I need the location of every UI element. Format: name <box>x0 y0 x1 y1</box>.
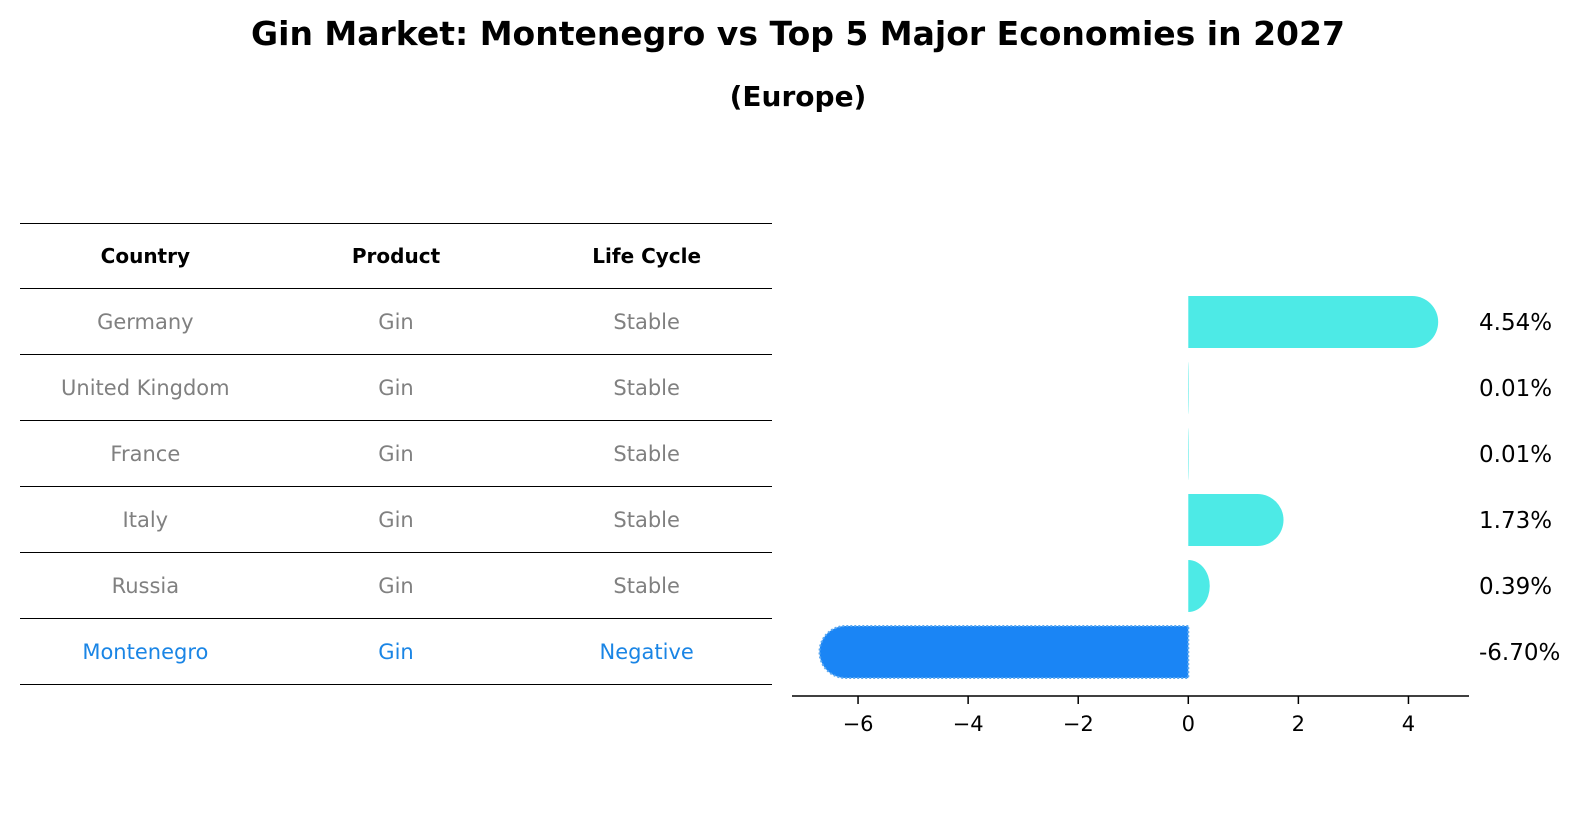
table-row: Germany Gin Stable <box>20 289 772 355</box>
product-cell: Gin <box>378 639 414 664</box>
country-cell: France <box>110 441 181 466</box>
table-row: Russia Gin Stable <box>20 553 772 619</box>
bar <box>818 625 1190 679</box>
country-cell: Russia <box>111 573 180 598</box>
column-header-country: Country <box>100 244 191 268</box>
product-cell: Gin <box>378 441 414 466</box>
bar-value-label: 0.01% <box>1479 376 1552 402</box>
life-cycle-cell: Stable <box>613 309 680 334</box>
chart-subtitle: (Europe) <box>729 80 867 113</box>
country-cell: Germany <box>97 309 194 334</box>
column-header-life-cycle: Life Cycle <box>592 244 702 268</box>
table-row: Italy Gin Stable <box>20 487 772 553</box>
table-row: France Gin Stable <box>20 421 772 487</box>
country-cell: Italy <box>122 507 169 532</box>
life-cycle-cell: Stable <box>613 573 680 598</box>
country-cell: Montenegro <box>82 639 209 664</box>
x-tick-label: 2 <box>1292 712 1305 736</box>
chart-title: Gin Market: Montenegro vs Top 5 Major Ec… <box>251 14 1345 53</box>
x-tick-label: −6 <box>843 712 874 736</box>
table-row: United Kingdom Gin Stable <box>20 355 772 421</box>
comparison-table: Country Product Life Cycle Germany Gin S… <box>20 223 772 685</box>
x-tick-label: −4 <box>953 712 984 736</box>
bar <box>1188 494 1284 546</box>
bar-value-label: 4.54% <box>1479 310 1552 336</box>
x-tick-label: 4 <box>1402 712 1415 736</box>
table-header-row: Country Product Life Cycle <box>20 223 772 289</box>
life-cycle-cell: Negative <box>599 639 694 664</box>
product-cell: Gin <box>378 375 414 400</box>
bar-value-label: 0.01% <box>1479 442 1552 468</box>
bar <box>1188 296 1439 348</box>
country-cell: United Kingdom <box>61 375 230 400</box>
table-row: Montenegro Gin Negative <box>20 619 772 685</box>
product-cell: Gin <box>378 573 414 598</box>
bar <box>1188 560 1210 612</box>
x-tick-label: 0 <box>1182 712 1195 736</box>
bar-value-label: 0.39% <box>1479 574 1552 600</box>
product-cell: Gin <box>378 507 414 532</box>
x-tick-label: −2 <box>1063 712 1094 736</box>
life-cycle-cell: Stable <box>613 441 680 466</box>
bar-value-label: 1.73% <box>1479 508 1552 534</box>
product-cell: Gin <box>378 309 414 334</box>
column-header-product: Product <box>351 244 441 268</box>
bar <box>1188 362 1189 414</box>
bar <box>1188 428 1189 480</box>
life-cycle-cell: Stable <box>613 507 680 532</box>
bar-value-label: -6.70% <box>1479 640 1560 666</box>
life-cycle-cell: Stable <box>613 375 680 400</box>
